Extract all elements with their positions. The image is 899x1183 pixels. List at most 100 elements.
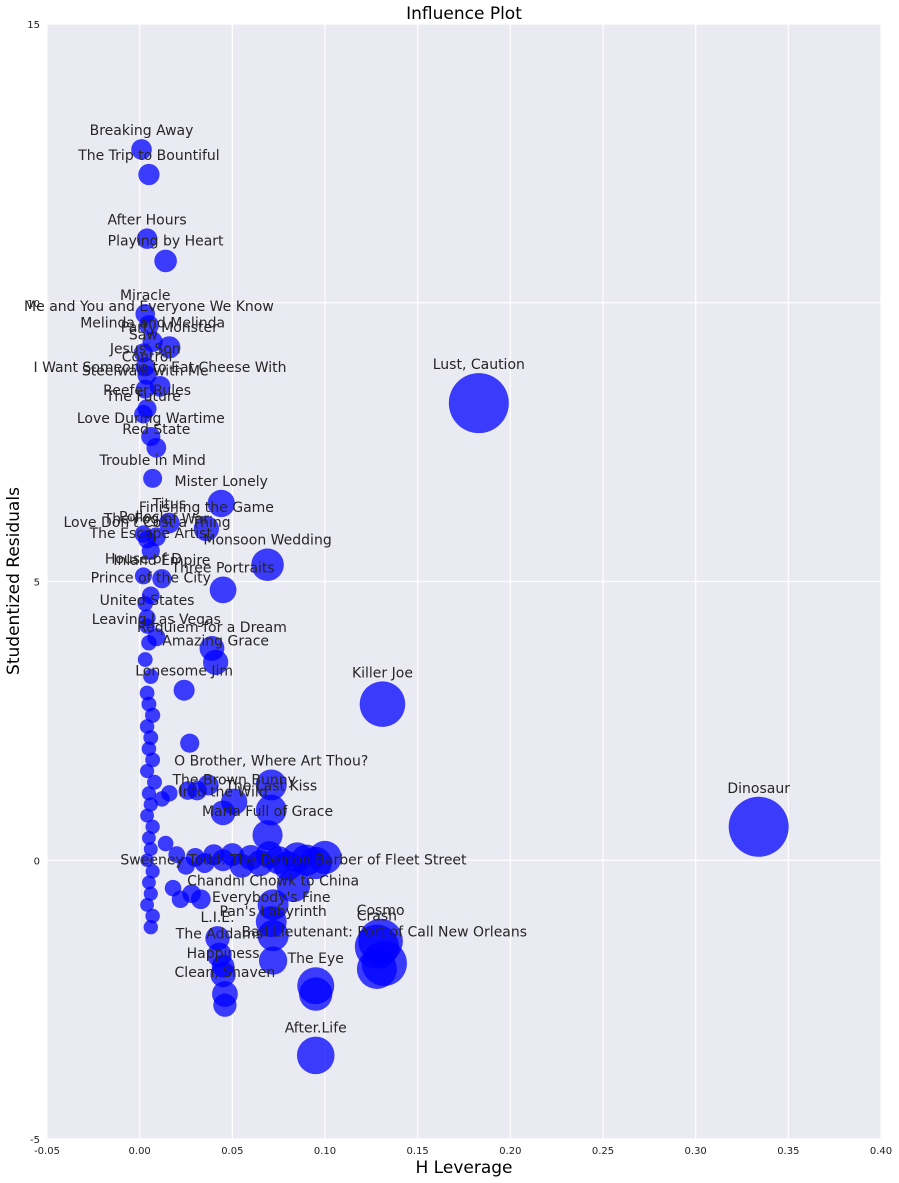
data-point: [143, 886, 158, 901]
data-label: Me and You and Everyone We Know: [24, 299, 274, 315]
data-point: [180, 733, 200, 753]
data-label: Sweeney Todd: The Demon Barber of Fleet …: [120, 853, 467, 869]
data-label: Happiness: [187, 946, 260, 962]
data-label: Cosmo: [357, 903, 405, 919]
x-tick-label: 0.10: [314, 1146, 336, 1157]
data-label: Pan's Labyrinth: [219, 904, 326, 920]
data-label: Bad Lieutenant: Port of Call New Orleans: [242, 925, 528, 941]
data-label: Love Don't Cost a Thing: [64, 515, 231, 531]
data-label: Dinosaur: [727, 781, 790, 797]
data-point: [138, 609, 156, 627]
data-label: Melinda and Melinda: [80, 316, 225, 332]
data-point: [361, 940, 407, 987]
data-point: [251, 548, 284, 582]
data-label: Clean, Shaven: [175, 965, 276, 981]
data-point: [448, 373, 509, 434]
data-point: [143, 797, 158, 812]
data-point: [255, 769, 287, 801]
data-point: [359, 681, 406, 727]
data-markers: [131, 139, 789, 1075]
chart-title: Influence Plot: [406, 4, 522, 24]
data-label: Leaving Las Vegas: [92, 612, 221, 628]
data-label: Lonesome Jim: [135, 664, 233, 680]
data-label: The Trip to Bountiful: [77, 148, 219, 164]
data-label: Three Portraits: [170, 560, 274, 576]
data-point: [140, 853, 154, 867]
data-point: [134, 567, 152, 585]
data-point: [141, 586, 160, 605]
data-point: [143, 468, 163, 488]
x-tick-label: 0.40: [870, 1146, 892, 1157]
data-label: Miracle: [120, 288, 171, 304]
data-point: [154, 249, 177, 273]
data-point: [137, 652, 153, 667]
data-label: Everybody's Fine: [212, 890, 330, 906]
data-point: [147, 628, 166, 647]
data-label: The Eye: [287, 951, 344, 967]
y-tick-label: 10: [27, 299, 40, 310]
data-label: Lust, Caution: [433, 357, 525, 373]
data-point: [252, 820, 283, 851]
data-label: Titus: [151, 497, 186, 513]
y-tick-label: 15: [27, 20, 40, 31]
data-point: [296, 1036, 335, 1075]
y-axis-title: Studentized Residuals: [4, 487, 24, 675]
data-label: Mister Lonely: [175, 474, 268, 490]
x-tick-label: 0.30: [685, 1146, 707, 1157]
data-label: After.Life: [285, 1021, 347, 1037]
data-point: [136, 228, 158, 249]
x-tick-label: 0.00: [129, 1146, 151, 1157]
data-point: [145, 819, 160, 834]
x-tick-label: 0.25: [592, 1146, 614, 1157]
y-tick-label: 0: [34, 856, 40, 867]
data-label: Saw: [129, 327, 158, 343]
data-label: O Brother, Where Art Thou?: [174, 753, 368, 769]
data-point: [728, 796, 789, 857]
data-point: [207, 489, 235, 518]
data-label: Finishing the Game: [139, 500, 274, 516]
data-point: [131, 139, 152, 160]
data-label: L.I.E.: [200, 910, 234, 926]
data-point: [141, 541, 160, 560]
x-tick-labels: -0.05 0.00 0.05 0.10 0.15 0.20 0.25 0.30 0.35 0.4…: [34, 1146, 892, 1157]
data-point: [173, 679, 195, 701]
data-label: Reefer Rules: [103, 383, 191, 399]
data-label: Pollock: [119, 509, 169, 525]
data-label: Control: [122, 350, 173, 366]
data-labels: Breaking Away The Trip to Bountiful After …: [24, 123, 790, 1036]
data-label: Breaking Away: [90, 123, 194, 139]
data-label: Trouble in Mind: [99, 453, 206, 469]
data-point: [141, 741, 157, 757]
data-point: [140, 897, 154, 912]
data-point: [276, 868, 311, 902]
data-point: [197, 774, 219, 796]
data-label: The Addams: [175, 927, 263, 943]
data-point: [209, 576, 237, 604]
data-point: [308, 840, 342, 875]
data-label: Chandni Chowk to China: [187, 873, 359, 889]
data-label: Monsoon Wedding: [203, 533, 331, 549]
x-tick-label: -0.05: [34, 1146, 60, 1157]
data-label: House of D: [105, 551, 182, 567]
data-point: [158, 336, 181, 359]
data-point: [158, 512, 180, 534]
data-label: Party Monster: [121, 320, 218, 336]
x-axis-title: H Leverage: [416, 1158, 513, 1178]
data-point: [139, 685, 155, 701]
x-tick-label: 0.05: [221, 1146, 243, 1157]
y-tick-label: -5: [30, 1135, 40, 1146]
data-point: [146, 437, 167, 458]
data-label: Playing by Heart: [108, 234, 224, 250]
data-point: [210, 961, 236, 988]
data-point: [143, 668, 159, 684]
data-point: [143, 730, 159, 746]
data-label: I Want Someone to Eat Cheese With: [34, 360, 287, 376]
data-point: [212, 981, 238, 1007]
data-label: Maria Full of Grace: [202, 804, 333, 820]
data-point: [258, 946, 288, 975]
data-point: [255, 794, 287, 826]
data-point: [143, 842, 158, 857]
data-point: [193, 515, 220, 542]
data-point: [152, 569, 172, 589]
